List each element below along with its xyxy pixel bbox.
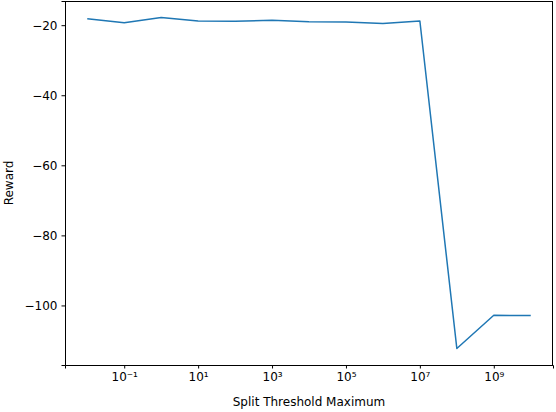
chart: 10⁻¹ 10¹ 10³ 10⁵ 10⁷ 10⁹ −100 −80 −60 −40 −20 Split… — [0, 0, 556, 412]
x-tick-label: 10¹ — [189, 370, 209, 384]
y-tick-mark — [62, 235, 66, 236]
x-axis-line — [66, 366, 554, 369]
y-tick: −80 — [32, 229, 65, 243]
y-axis-line — [62, 2, 66, 366]
y-tick: −20 — [32, 19, 65, 33]
x-tick: 10¹ — [189, 365, 209, 384]
y-tick-mark — [62, 95, 66, 96]
x-tick-label: 10⁷ — [410, 370, 430, 384]
x-tick-label: 10⁵ — [336, 370, 356, 384]
y-tick-label: −60 — [32, 159, 57, 173]
data-layer — [87, 17, 530, 348]
y-axis-title: Reward — [2, 161, 16, 206]
frame-right — [552, 1, 553, 365]
line — [87, 17, 530, 348]
y-axis: −100 −80 −60 −40 −20 — [25, 2, 66, 366]
x-tick-mark — [124, 365, 125, 369]
x-tick-label: 10⁹ — [484, 370, 504, 384]
x-tick-mark — [198, 365, 199, 369]
x-tick: 10⁹ — [484, 365, 504, 384]
y-tick-mark — [62, 305, 66, 306]
y-tick-mark — [62, 25, 66, 26]
frame-top — [65, 1, 553, 2]
x-tick-label: 10³ — [262, 370, 282, 384]
x-axis-title: Split Threshold Maximum — [233, 395, 386, 409]
y-tick-label: −100 — [25, 299, 58, 313]
y-tick-mark — [62, 165, 66, 166]
x-tick-mark — [494, 365, 495, 369]
x-tick: 10⁷ — [410, 365, 430, 384]
plot-area: 10⁻¹ 10¹ 10³ 10⁵ 10⁷ 10⁹ −100 −80 −60 −40 −20 — [25, 1, 554, 384]
x-tick: 10³ — [262, 365, 282, 384]
x-tick-mark — [272, 365, 273, 369]
x-tick-label: 10⁻¹ — [111, 370, 138, 384]
x-tick-mark — [420, 365, 421, 369]
y-tick-label: −40 — [32, 89, 57, 103]
y-tick-label: −80 — [32, 229, 57, 243]
x-tick: 10⁵ — [336, 365, 356, 384]
x-tick-mark — [346, 365, 347, 369]
y-tick-label: −20 — [32, 19, 57, 33]
x-axis: 10⁻¹ 10¹ 10³ 10⁵ 10⁷ 10⁹ — [66, 365, 554, 384]
x-tick: 10⁻¹ — [111, 365, 138, 384]
y-tick: −100 — [25, 299, 65, 313]
y-tick: −60 — [32, 159, 65, 173]
y-tick: −40 — [32, 89, 65, 103]
